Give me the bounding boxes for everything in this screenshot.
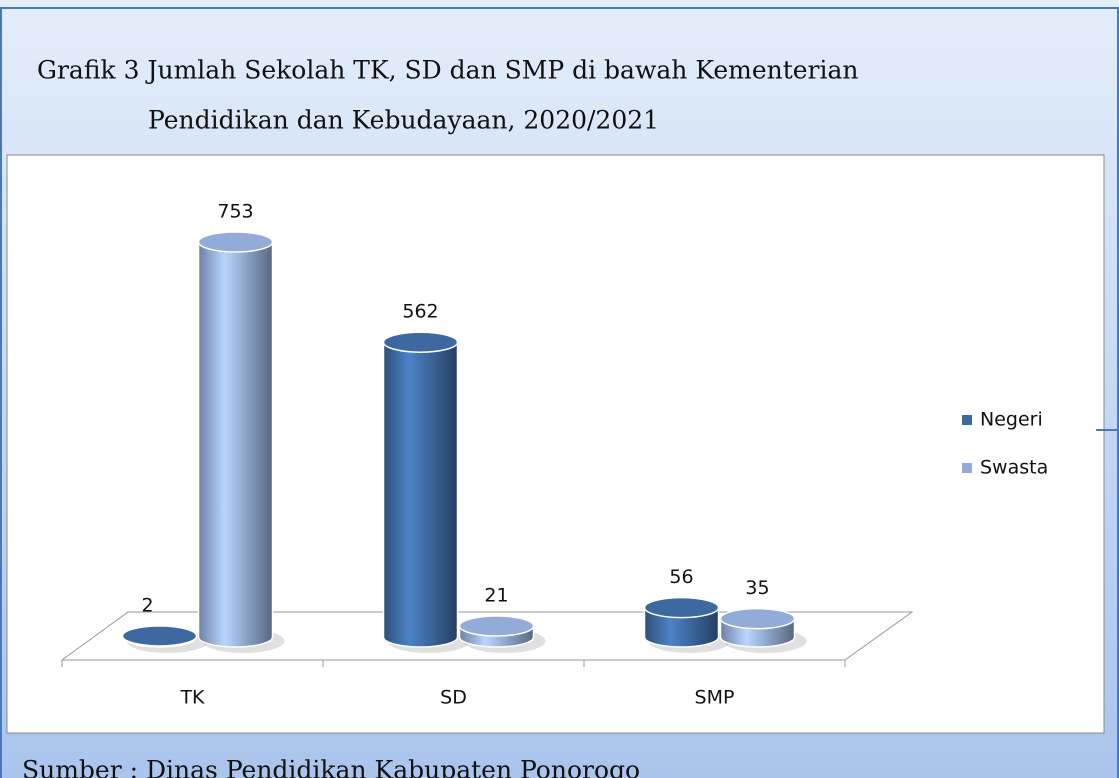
cylinder-top	[719, 607, 796, 630]
source: Sumber : Dinas Pendidikan Kabupaten Pono…	[22, 756, 640, 778]
cylinder	[382, 341, 459, 648]
cylinder-top	[382, 331, 459, 353]
data-label: 35	[745, 577, 769, 599]
x-tick-label: TK	[179, 687, 205, 709]
data-label: 2	[141, 594, 153, 616]
x-tick-label: SD	[440, 687, 467, 709]
x-tick-label: SMP	[695, 687, 735, 709]
cylinder-top	[197, 231, 274, 253]
legend-label: Swasta	[980, 457, 1048, 479]
cylinder-top	[643, 596, 720, 619]
data-label: 753	[217, 201, 253, 223]
legend-label: Negeri	[980, 409, 1043, 431]
cylinder-top	[121, 625, 198, 647]
cylinder	[643, 606, 720, 648]
legend-swatch	[962, 463, 972, 473]
frame	[0, 7, 1119, 778]
data-label: 56	[669, 566, 693, 588]
data-label: 21	[484, 584, 508, 606]
data-label: 562	[402, 301, 438, 323]
cylinder-top	[458, 615, 535, 637]
legend-swatch	[962, 415, 972, 425]
cylinder	[197, 241, 274, 648]
chart-title: Pendidikan dan Kebudayaan, 2020/2021	[148, 106, 659, 135]
chart-title: Grafik 3 Jumlah Sekolah TK, SD dan SMP d…	[37, 56, 859, 85]
